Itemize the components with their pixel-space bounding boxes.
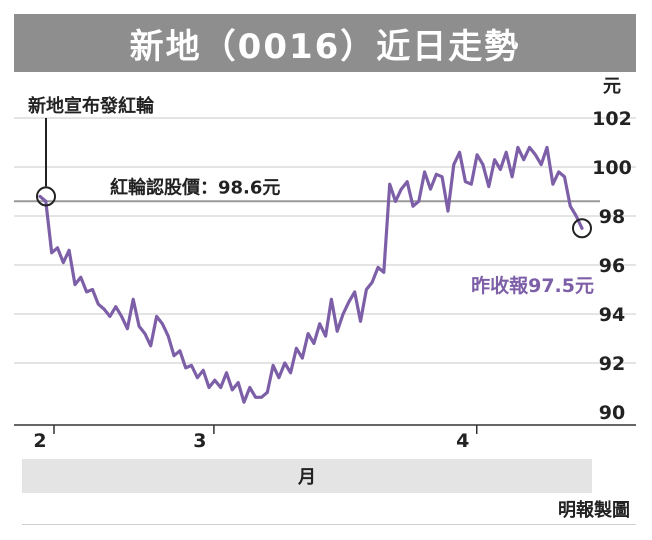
y-tick-label: 96 (599, 255, 625, 277)
y-unit-label: 元 (603, 76, 621, 97)
series-line (38, 145, 584, 404)
last-value-label: 昨收報97.5元 (471, 274, 594, 297)
y-tick-label: 100 (592, 157, 632, 179)
reference-line-label: 紅輪認股價：98.6元 (110, 176, 280, 198)
event-annotation-label: 新地宣布發紅輪 (28, 95, 155, 117)
credit-text: 明報製圖 (558, 500, 630, 521)
reference-line-group: 紅輪認股價：98.6元 (14, 176, 600, 203)
x-tick-label: 4 (456, 430, 469, 452)
x-tick-label: 2 (33, 430, 46, 452)
y-tick-label: 92 (599, 353, 625, 375)
x-tick-label: 3 (193, 430, 206, 452)
y-tick-label: 90 (599, 402, 625, 424)
event-marker-circle (36, 186, 56, 207)
x-axis-title: 月 (22, 459, 592, 493)
y-tick-label: 102 (592, 108, 632, 130)
bottom-divider (22, 524, 636, 525)
last-value-marker-circle (572, 218, 592, 239)
x-axis: 2 3 4 (14, 424, 636, 452)
chart-title: 新地（0016）近日走勢 (14, 14, 636, 72)
y-axis: 90 92 94 96 98 100 102 (592, 108, 632, 424)
series-line-group (38, 145, 584, 404)
y-tick-label: 98 (599, 206, 625, 228)
y-tick-label: 94 (599, 304, 625, 326)
gridlines (14, 117, 636, 364)
